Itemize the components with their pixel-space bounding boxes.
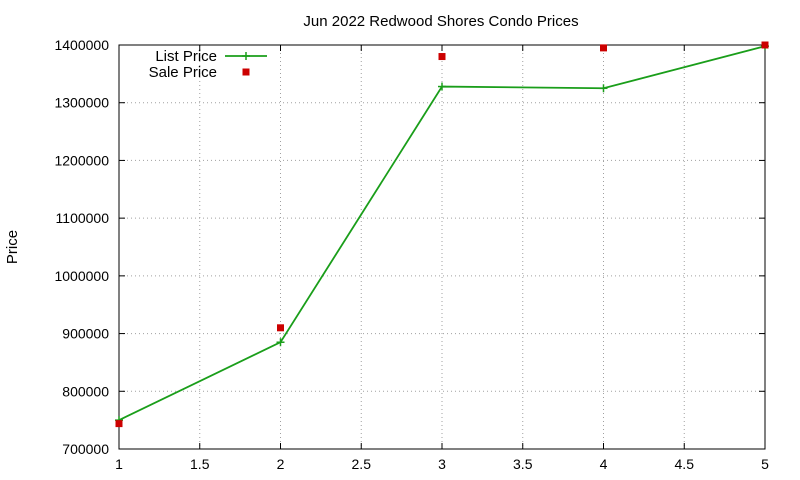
y-tick-label: 1100000 bbox=[56, 210, 110, 226]
y-tick-label: 1300000 bbox=[54, 95, 109, 111]
y-tick-label: 900000 bbox=[62, 326, 109, 342]
legend-marker bbox=[242, 68, 250, 76]
grid bbox=[119, 45, 765, 449]
y-tick-label: 700000 bbox=[62, 441, 109, 457]
x-tick-label: 2.5 bbox=[352, 456, 372, 472]
data-point bbox=[438, 53, 446, 61]
legend-marker bbox=[242, 52, 250, 60]
x-tick-label: 4 bbox=[600, 456, 608, 472]
data-point bbox=[599, 84, 608, 93]
y-tick-label: 800000 bbox=[62, 383, 109, 399]
chart-title: Jun 2022 Redwood Shores Condo Prices bbox=[303, 13, 578, 30]
x-tick-label: 5 bbox=[761, 456, 769, 472]
data-point bbox=[600, 44, 607, 52]
data-point bbox=[761, 41, 769, 49]
x-tick-label: 1.5 bbox=[190, 456, 210, 472]
y-axis-label: Price bbox=[4, 230, 21, 264]
x-tick-label: 1 bbox=[115, 456, 123, 472]
data-series bbox=[115, 41, 769, 428]
data-point bbox=[277, 324, 284, 332]
y-tick-label: 1400000 bbox=[54, 37, 109, 53]
data-point bbox=[276, 338, 285, 347]
data-point bbox=[438, 82, 446, 91]
x-tick-label: 3.5 bbox=[513, 456, 533, 472]
y-tick-label: 1000000 bbox=[54, 268, 109, 284]
series-sale-price bbox=[115, 41, 769, 428]
legend-label: Sale Price bbox=[149, 64, 217, 81]
x-tick-label: 4.5 bbox=[675, 456, 695, 472]
y-tick-label: 1200000 bbox=[54, 152, 109, 168]
x-tick-label: 3 bbox=[438, 456, 446, 472]
x-tick-label: 2 bbox=[277, 456, 285, 472]
data-point bbox=[115, 420, 123, 428]
legend-label: List Price bbox=[155, 48, 217, 65]
